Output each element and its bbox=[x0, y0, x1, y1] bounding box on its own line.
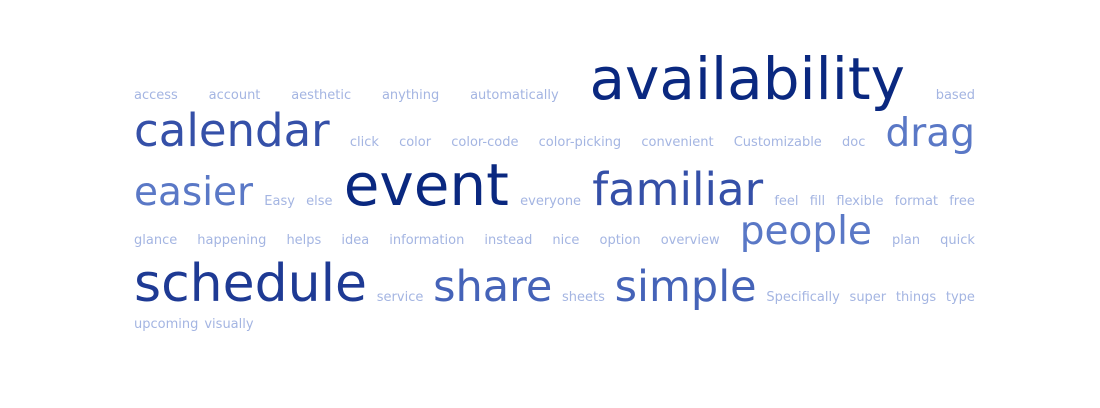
word-cloud-term: upcoming bbox=[134, 317, 199, 332]
word-cloud-term: Customizable bbox=[733, 135, 822, 150]
word-cloud-term: schedule bbox=[134, 254, 368, 314]
word-cloud-term: people bbox=[739, 209, 872, 254]
word-cloud-row: upcoming visually bbox=[134, 318, 975, 338]
word-cloud-term: type bbox=[945, 290, 975, 305]
word-cloud-term: nice bbox=[552, 233, 580, 248]
word-cloud-term: easier bbox=[134, 170, 254, 215]
word-cloud-term: convenient bbox=[641, 135, 714, 150]
word-cloud-term: service bbox=[376, 290, 424, 305]
word-cloud-term: helps bbox=[286, 233, 322, 248]
word-cloud-term: anything bbox=[381, 88, 440, 103]
word-cloud-term: idea bbox=[341, 233, 370, 248]
word-cloud-term: aesthetic bbox=[291, 88, 352, 103]
word-cloud-term: super bbox=[849, 290, 887, 305]
word-cloud-row: easier Easy else event everyone familiar feel f… bbox=[134, 151, 975, 219]
word-cloud-term: Specifically bbox=[766, 290, 840, 305]
word-cloud-term: overview bbox=[660, 233, 720, 248]
word-cloud-term: color-code bbox=[451, 135, 519, 150]
word-cloud-term: information bbox=[389, 233, 465, 248]
word-cloud-term: calendar bbox=[134, 104, 330, 157]
word-cloud-term: flexible bbox=[836, 194, 884, 209]
word-cloud-term: plan bbox=[891, 233, 921, 248]
word-cloud-term: event bbox=[343, 151, 509, 219]
word-cloud-term: simple bbox=[614, 262, 757, 312]
word-cloud-term: fill bbox=[809, 194, 826, 209]
word-cloud-term: format bbox=[894, 194, 939, 209]
word-cloud-term: glance bbox=[134, 233, 178, 248]
word-cloud-term: option bbox=[599, 233, 641, 248]
word-cloud-term: based bbox=[935, 88, 975, 103]
word-cloud-term: visually bbox=[204, 317, 254, 332]
word-cloud-row: schedule service share sheets simple Specific… bbox=[134, 254, 975, 314]
word-cloud-term: drag bbox=[885, 111, 975, 156]
word-cloud-term: color bbox=[399, 135, 432, 150]
word-cloud-term: availability bbox=[589, 45, 905, 113]
word-cloud-term: Easy bbox=[264, 194, 295, 209]
word-cloud-term: color-picking bbox=[538, 135, 622, 150]
word-cloud-term: feel bbox=[774, 194, 799, 209]
word-cloud-term: things bbox=[895, 290, 937, 305]
word-cloud-row: access account aesthetic anything automatica… bbox=[134, 50, 975, 110]
word-cloud-term: happening bbox=[197, 233, 267, 248]
word-cloud-term: doc bbox=[841, 135, 866, 150]
word-cloud-term: familiar bbox=[592, 163, 764, 216]
word-cloud-term: instead bbox=[484, 233, 533, 248]
word-cloud-term: free bbox=[949, 194, 975, 209]
word-cloud-term: quick bbox=[940, 233, 975, 248]
word-cloud-term: share bbox=[433, 262, 553, 312]
word-cloud-term: click bbox=[349, 135, 379, 150]
word-cloud-term: access bbox=[134, 88, 178, 103]
word-cloud-term: everyone bbox=[520, 194, 582, 209]
word-cloud-row: glance happening helps idea information inste… bbox=[134, 212, 975, 258]
word-cloud-term: else bbox=[306, 194, 333, 209]
word-cloud-term: sheets bbox=[562, 290, 605, 305]
word-cloud-row: calendar click color color-code color-pickin… bbox=[134, 108, 975, 158]
word-cloud-term: automatically bbox=[470, 88, 559, 103]
word-cloud-term: account bbox=[208, 88, 261, 103]
